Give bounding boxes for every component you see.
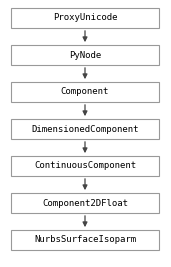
FancyBboxPatch shape bbox=[11, 193, 159, 213]
FancyArrowPatch shape bbox=[83, 142, 87, 152]
FancyBboxPatch shape bbox=[11, 45, 159, 65]
FancyBboxPatch shape bbox=[11, 156, 159, 176]
FancyArrowPatch shape bbox=[83, 179, 87, 189]
FancyArrowPatch shape bbox=[83, 105, 87, 115]
Text: NurbsSurfaceIsoparm: NurbsSurfaceIsoparm bbox=[34, 235, 136, 245]
FancyBboxPatch shape bbox=[11, 82, 159, 102]
Text: PyNode: PyNode bbox=[69, 50, 101, 60]
FancyBboxPatch shape bbox=[11, 230, 159, 250]
Text: DimensionedComponent: DimensionedComponent bbox=[31, 124, 139, 134]
FancyArrowPatch shape bbox=[83, 68, 87, 78]
Text: ProxyUnicode: ProxyUnicode bbox=[53, 14, 117, 22]
Text: Component2DFloat: Component2DFloat bbox=[42, 198, 128, 207]
Text: Component: Component bbox=[61, 88, 109, 96]
FancyBboxPatch shape bbox=[11, 119, 159, 139]
FancyArrowPatch shape bbox=[83, 216, 87, 226]
Text: ContinuousComponent: ContinuousComponent bbox=[34, 162, 136, 171]
FancyBboxPatch shape bbox=[11, 8, 159, 28]
FancyArrowPatch shape bbox=[83, 31, 87, 41]
